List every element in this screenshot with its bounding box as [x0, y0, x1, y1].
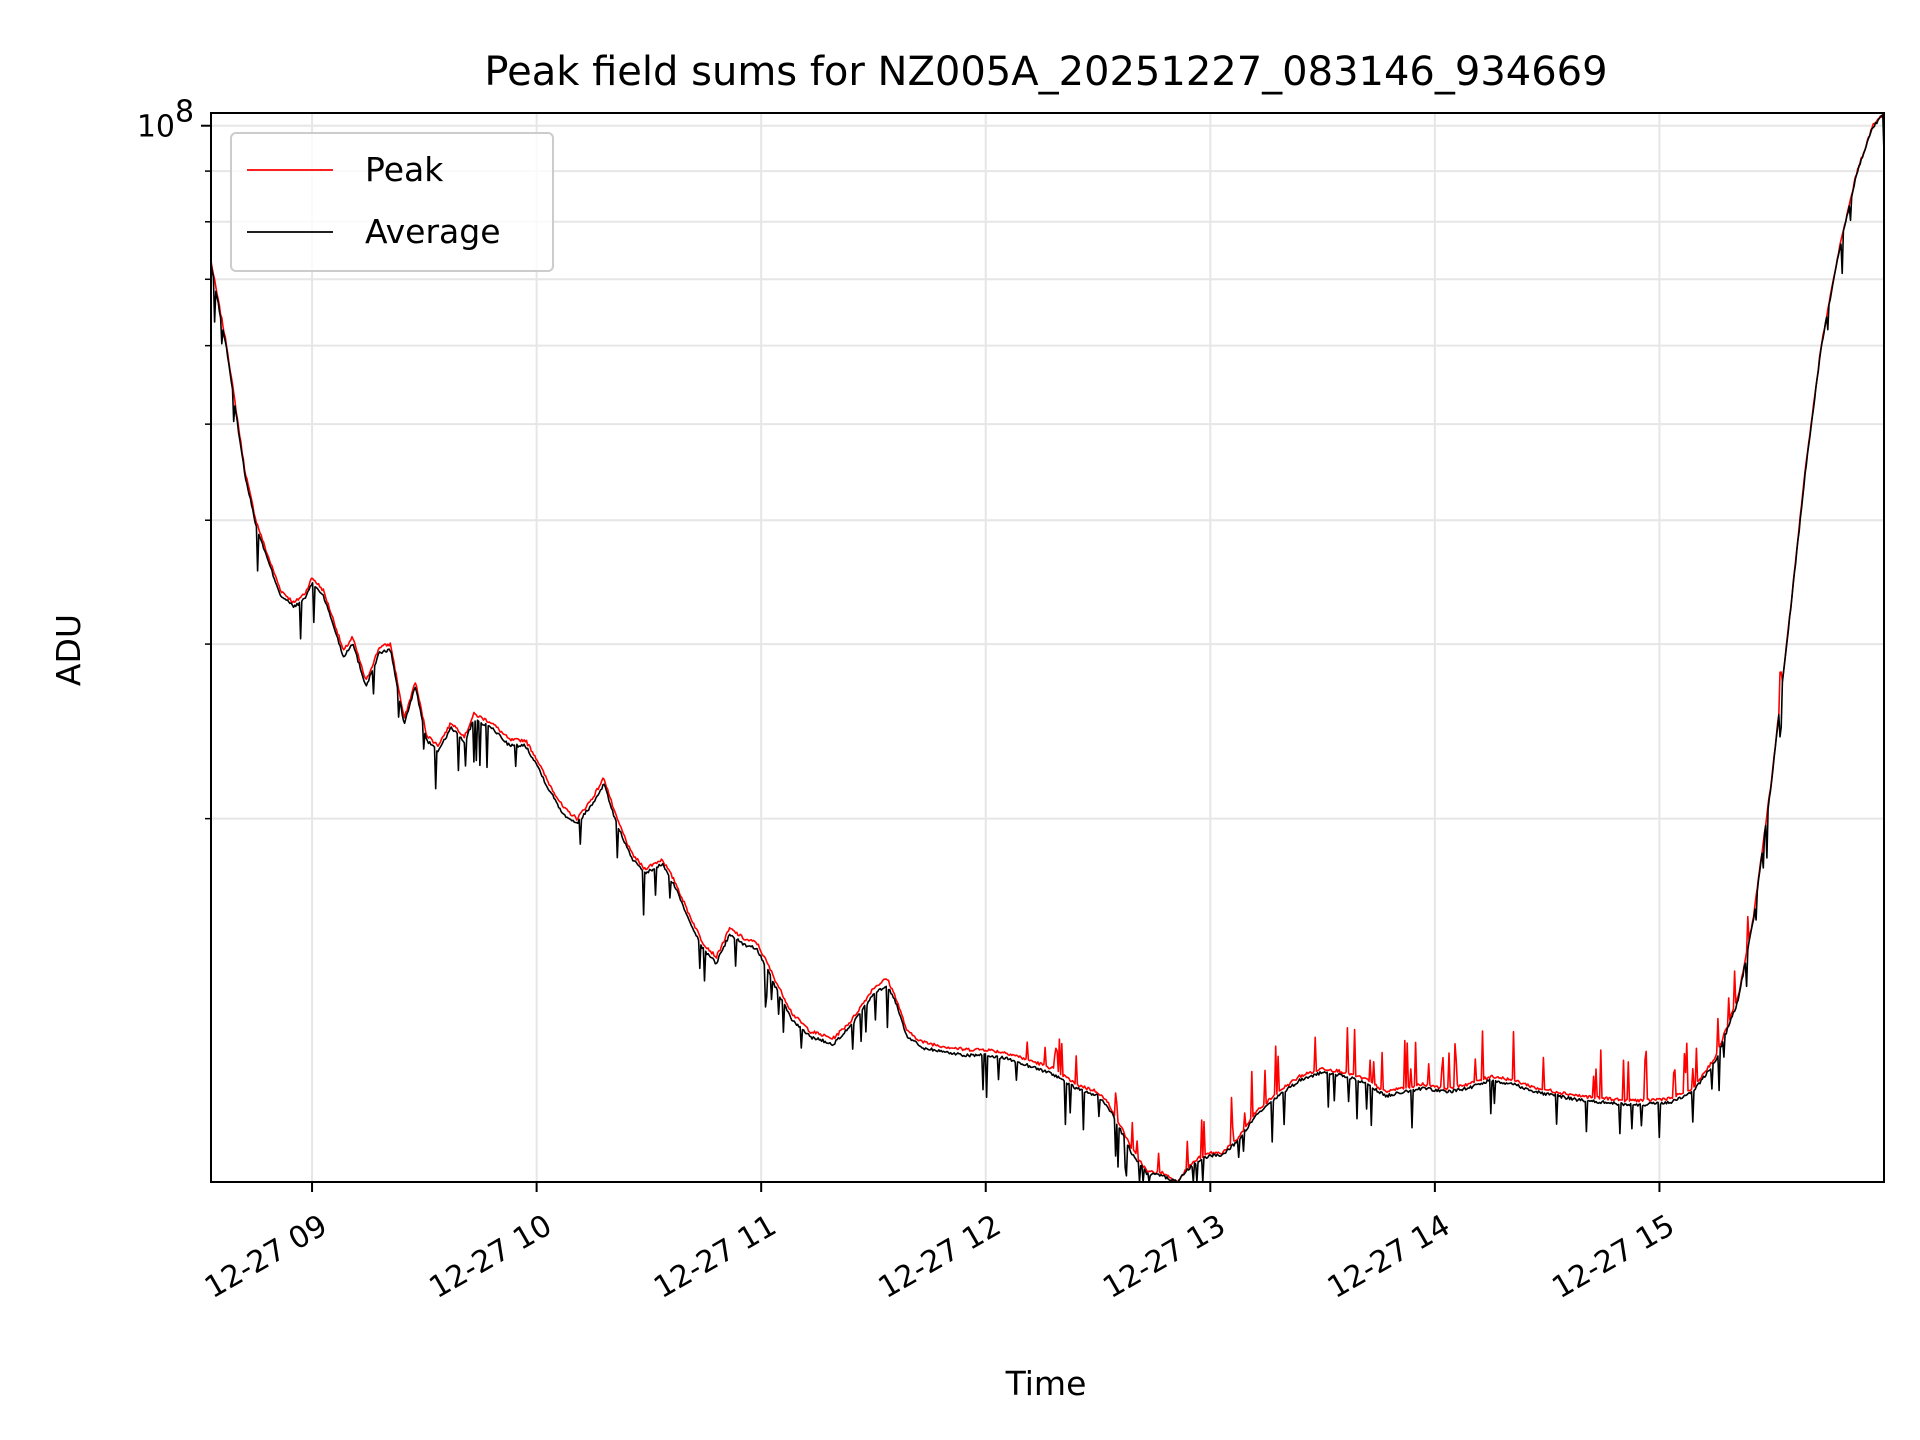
plot-frame: [210, 112, 1885, 1183]
y-tick-label-exponent: 8: [175, 95, 194, 130]
x-axis-title: Time: [1005, 1364, 1087, 1403]
series-line-peak: [210, 113, 1885, 1183]
legend-box: [230, 132, 554, 272]
legend-label-average: Average: [365, 212, 501, 251]
chart-title: Peak field sums for NZ005A_20251227_0831…: [484, 49, 1607, 95]
series-line-average: [210, 114, 1885, 1183]
legend: Peak Average: [230, 132, 554, 272]
grid: [211, 113, 1884, 1182]
legend-label-peak: Peak: [365, 150, 444, 189]
y-axis-title: ADU: [49, 614, 88, 686]
series-group: [210, 113, 1885, 1183]
y-tick-label-base: 10: [137, 110, 175, 145]
